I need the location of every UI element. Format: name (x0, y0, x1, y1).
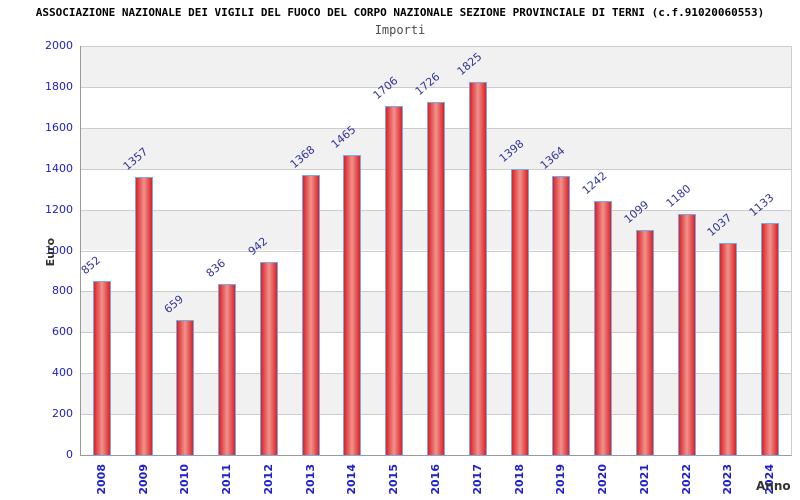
y-tick-label: 600 (52, 325, 73, 339)
chart-title: ASSOCIAZIONE NAZIONALE DEI VIGILI DEL FU… (35, 6, 765, 19)
x-tick-label: 2008 (94, 464, 108, 495)
y-tick-label: 2000 (45, 39, 73, 52)
y-tick-label: 0 (66, 448, 73, 461)
bar-2010 (176, 320, 195, 456)
bar-2022 (677, 213, 696, 456)
x-tick-label: 2016 (429, 464, 442, 495)
bar-2013 (301, 175, 320, 456)
y-tick-label: 200 (52, 407, 73, 421)
bar-2023 (719, 242, 738, 456)
x-tick-label: 2011 (220, 464, 234, 495)
y-tick-label: 800 (52, 284, 73, 298)
bar-2012 (259, 262, 278, 456)
x-tick-label: 2021 (637, 464, 651, 495)
x-tick-label: 2017 (470, 464, 484, 495)
x-tick-label: 2018 (512, 464, 526, 495)
bar-2015 (385, 106, 404, 456)
x-tick-label: 2019 (554, 464, 568, 495)
bar-value-label: 852 (78, 253, 103, 277)
y-tick-label: 1000 (45, 243, 73, 257)
y-tick-label: 1800 (45, 79, 73, 93)
bar-2021 (635, 230, 654, 456)
bar-2020 (594, 201, 613, 456)
chart-subtitle: Importi (374, 23, 426, 37)
plot-area: 0 200 400 600 800 1000 1200 1400 1600 1800 2000 852… (45, 40, 792, 495)
bar-2024 (761, 223, 780, 456)
bar-2018 (510, 169, 529, 456)
x-tick-label: 2013 (303, 464, 317, 495)
bar-value-label: 1180 (663, 181, 694, 210)
y-tick-label: 400 (52, 366, 73, 380)
y-tick-label: 1400 (45, 161, 73, 175)
x-tick-label: 2022 (679, 464, 693, 495)
gridline (81, 86, 791, 88)
bar-2014 (343, 155, 362, 456)
x-tick-label: 2020 (596, 464, 610, 495)
x-tick-label: 2023 (721, 464, 735, 495)
y-tick-label: 1200 (45, 202, 73, 216)
bar-2019 (552, 176, 571, 456)
bar-2017 (468, 81, 487, 456)
bar-2008 (92, 280, 111, 456)
y-tick-label: 1600 (45, 120, 73, 134)
bar-2011 (218, 284, 237, 456)
x-tick-label: 2015 (387, 464, 401, 495)
x-tick-label: 2009 (136, 464, 150, 495)
bar-2009 (134, 177, 153, 456)
bar-value-label: 1242 (579, 169, 610, 197)
plot-band (81, 46, 791, 87)
x-axis-title: Anno (756, 479, 791, 493)
x-tick-label: 2012 (261, 464, 275, 495)
gridline (81, 46, 791, 47)
bar-2016 (427, 102, 445, 456)
bar-value-label: 836 (203, 256, 229, 281)
x-tick-label: 2010 (178, 464, 192, 495)
x-tick-label: 2014 (345, 464, 359, 495)
y-axis-title: Euro (44, 238, 57, 267)
